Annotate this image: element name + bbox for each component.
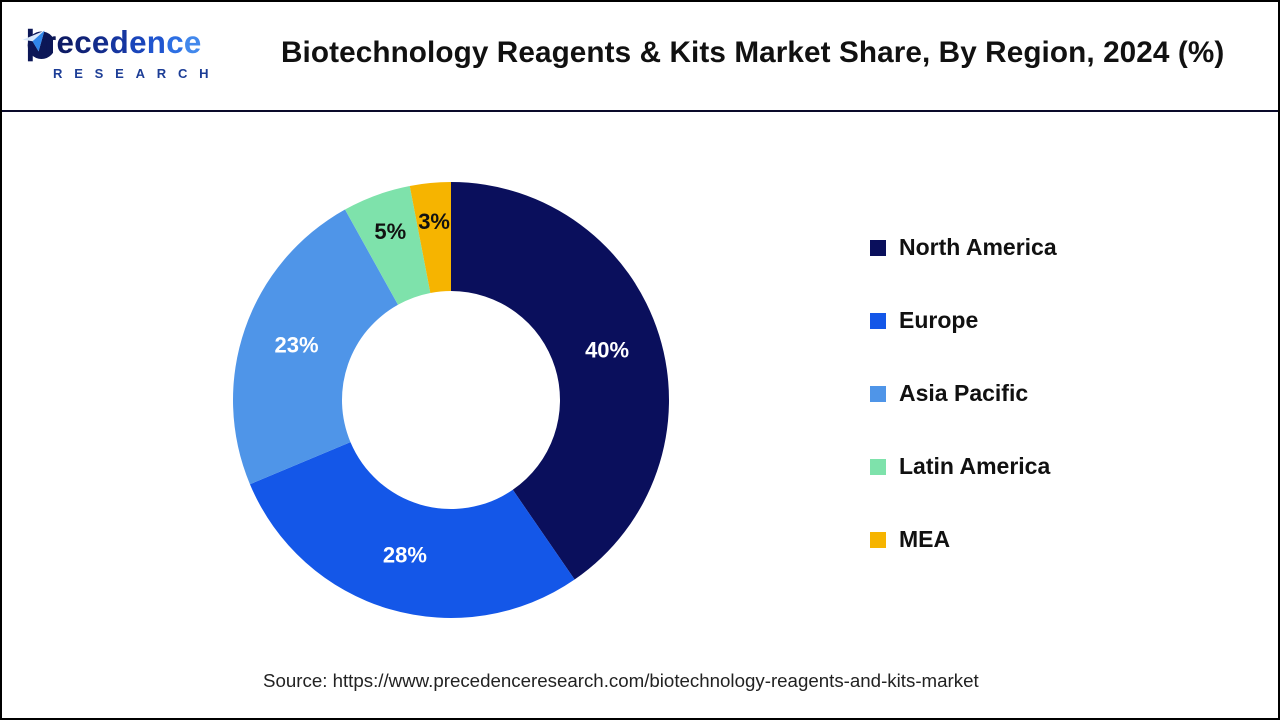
svg-text:3%: 3% — [418, 209, 450, 234]
svg-text:5%: 5% — [374, 219, 406, 244]
svg-text:40%: 40% — [585, 337, 629, 362]
svg-text:28%: 28% — [383, 543, 427, 568]
svg-text:23%: 23% — [274, 332, 318, 357]
